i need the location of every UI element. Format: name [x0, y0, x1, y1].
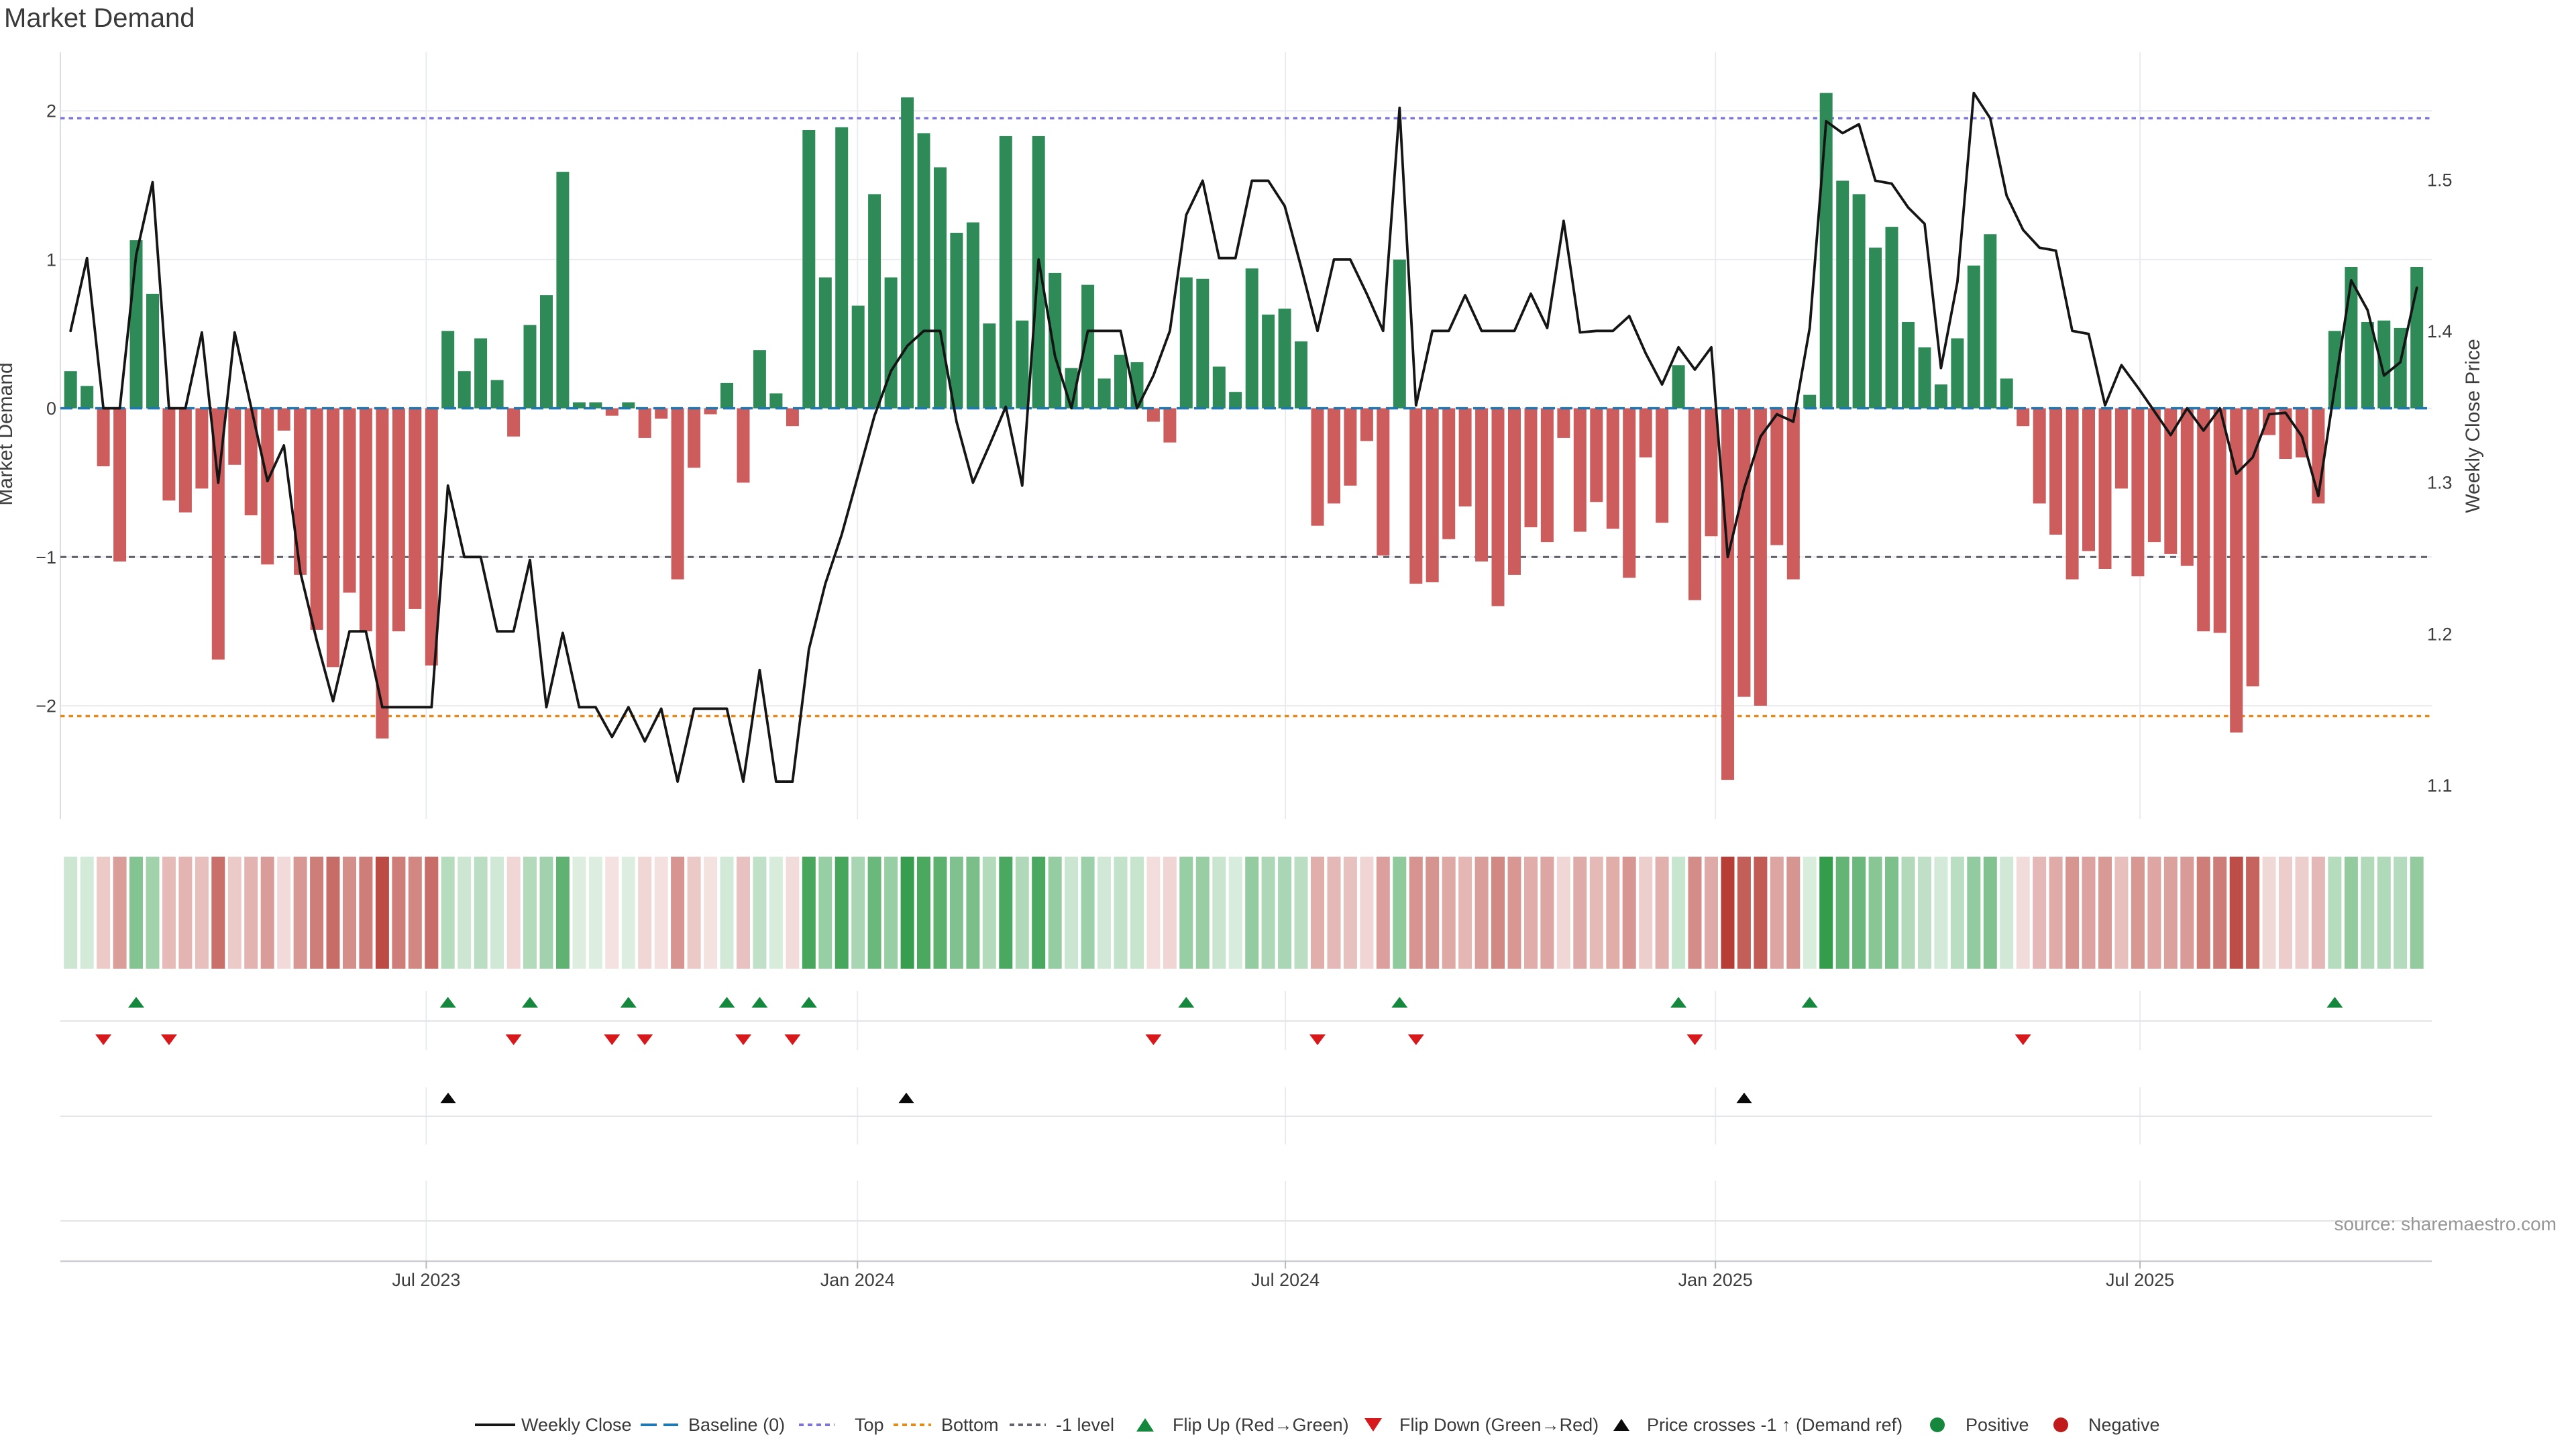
svg-text:-1 level: -1 level: [1056, 1415, 1114, 1435]
svg-text:Jan 2025: Jan 2025: [1678, 1270, 1753, 1290]
svg-text:Jul 2024: Jul 2024: [1251, 1270, 1320, 1290]
svg-text:Weekly Close Price: Weekly Close Price: [2462, 339, 2484, 513]
svg-text:−2: −2: [36, 696, 56, 716]
svg-text:Jul 2023: Jul 2023: [392, 1270, 460, 1290]
svg-text:1.2: 1.2: [2427, 624, 2453, 644]
svg-text:Price crosses -1 ↑ (Demand ref: Price crosses -1 ↑ (Demand ref): [1647, 1415, 1902, 1435]
svg-text:source: sharemaestro.com: source: sharemaestro.com: [2334, 1214, 2557, 1234]
svg-text:Jan 2024: Jan 2024: [820, 1270, 895, 1290]
svg-text:Top: Top: [855, 1415, 884, 1435]
svg-text:0: 0: [46, 398, 56, 419]
svg-text:Market Demand: Market Demand: [4, 3, 195, 33]
svg-text:1.3: 1.3: [2427, 473, 2453, 493]
svg-text:Positive: Positive: [1966, 1415, 2029, 1435]
svg-text:Flip Up (Red→Green): Flip Up (Red→Green): [1173, 1415, 1349, 1435]
svg-text:1.4: 1.4: [2427, 321, 2453, 341]
svg-text:1.1: 1.1: [2427, 775, 2453, 796]
svg-text:Flip Down (Green→Red): Flip Down (Green→Red): [1399, 1415, 1599, 1435]
svg-text:2: 2: [46, 101, 56, 121]
svg-text:Market Demand: Market Demand: [0, 362, 17, 505]
svg-text:Jul 2025: Jul 2025: [2106, 1270, 2174, 1290]
svg-text:Bottom: Bottom: [941, 1415, 999, 1435]
svg-text:−1: −1: [36, 547, 56, 568]
svg-text:Baseline (0): Baseline (0): [688, 1415, 785, 1435]
svg-text:Negative: Negative: [2088, 1415, 2160, 1435]
svg-text:1.5: 1.5: [2427, 170, 2453, 191]
svg-text:Weekly Close: Weekly Close: [521, 1415, 632, 1435]
svg-text:1: 1: [46, 250, 56, 270]
